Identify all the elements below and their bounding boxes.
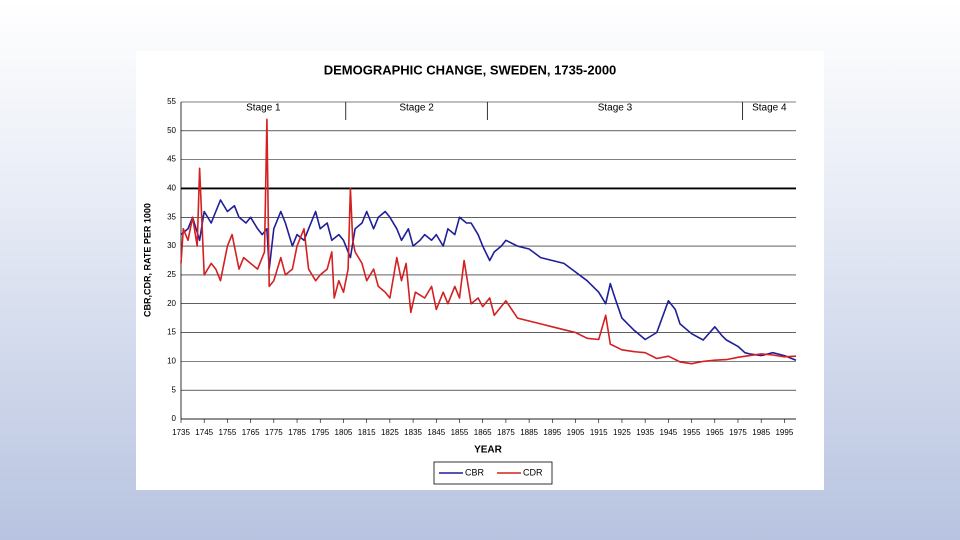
stage-label: Stage 1: [246, 103, 281, 114]
x-tick-label: 1855: [451, 428, 469, 437]
legend-box: [433, 461, 553, 485]
x-tick-label: 1975: [729, 428, 747, 437]
x-tick-label: 1795: [311, 428, 329, 437]
x-tick-label: 1735: [172, 428, 190, 437]
x-tick-label: 1755: [219, 428, 237, 437]
x-tick-label: 1895: [543, 428, 561, 437]
x-tick-label: 1865: [474, 428, 492, 437]
y-tick-label: 10: [167, 356, 176, 365]
y-tick-label: 50: [167, 126, 176, 135]
x-tick-label: 1925: [613, 428, 631, 437]
series-line: [180, 118, 797, 365]
chart-background: [136, 51, 824, 490]
y-axis-label: CBR,CDR, RATE PER 1000: [142, 203, 152, 317]
x-tick-label: 1825: [381, 428, 399, 437]
x-axis-label: YEAR: [474, 445, 503, 456]
y-tick-label: 20: [167, 299, 176, 308]
x-tick-label: 1955: [683, 428, 701, 437]
x-tick-label: 1905: [567, 428, 585, 437]
x-tick-label: 1765: [242, 428, 260, 437]
y-tick-label: 15: [167, 328, 176, 337]
x-tick-label: 1885: [520, 428, 538, 437]
legend-label: CDR: [523, 467, 543, 477]
x-tick-label: 1935: [636, 428, 654, 437]
stage-label: Stage 4: [752, 103, 787, 114]
y-tick-label: 5: [172, 385, 177, 394]
y-tick-label: 30: [167, 241, 176, 250]
y-tick-label: 55: [167, 97, 176, 106]
legend-label: CBR: [465, 467, 485, 477]
x-tick-label: 1915: [590, 428, 608, 437]
x-tick-label: 1745: [195, 428, 213, 437]
y-tick-label: 0: [172, 414, 177, 423]
x-tick-label: 1965: [706, 428, 724, 437]
y-tick-label: 40: [167, 184, 176, 193]
x-tick-label: 1805: [335, 428, 353, 437]
x-tick-label: 1815: [358, 428, 376, 437]
x-tick-label: 1995: [775, 428, 793, 437]
x-tick-label: 1775: [265, 428, 283, 437]
stage-label: Stage 3: [598, 103, 633, 114]
x-tick-label: 1875: [497, 428, 515, 437]
x-tick-label: 1985: [752, 428, 770, 437]
x-tick-label: 1835: [404, 428, 422, 437]
x-tick-label: 1945: [659, 428, 677, 437]
y-tick-label: 35: [167, 212, 176, 221]
chart-title: DEMOGRAPHIC CHANGE, SWEDEN, 1735-2000: [324, 62, 617, 77]
x-tick-label: 1845: [427, 428, 445, 437]
stage-label: Stage 2: [399, 103, 434, 114]
y-tick-label: 25: [167, 270, 176, 279]
y-tick-label: 45: [167, 155, 176, 164]
x-tick-label: 1785: [288, 428, 306, 437]
